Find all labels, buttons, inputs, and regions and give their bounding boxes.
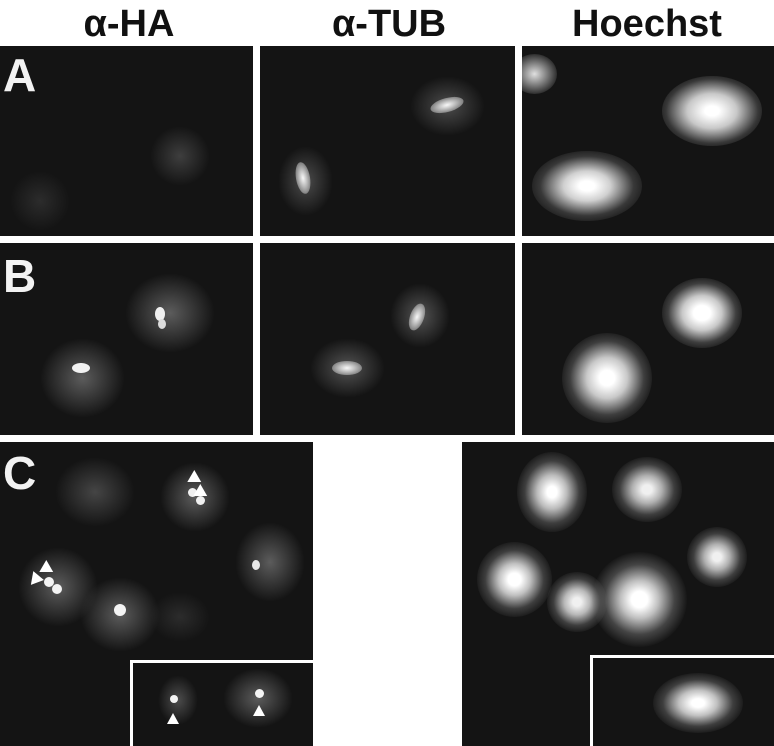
nucleus	[662, 76, 762, 146]
cell-speckled	[160, 462, 230, 532]
centrosome-dot	[72, 363, 90, 373]
nucleus-edge	[522, 54, 557, 94]
nucleus	[532, 151, 642, 221]
centrosome-dot	[155, 307, 165, 321]
panel-c-hoechst	[462, 442, 774, 746]
nucleus	[562, 333, 652, 423]
arrowhead-icon	[253, 705, 265, 716]
nucleus	[477, 542, 552, 617]
panel-label-c: C	[3, 447, 37, 499]
centrosome-dot	[255, 689, 264, 698]
centrosome-dot	[196, 496, 205, 505]
panel-a-tub	[260, 46, 515, 236]
centrosome-dot	[188, 488, 197, 497]
panel-b-hoechst	[522, 243, 774, 435]
inset-c-hoechst	[590, 655, 774, 746]
spindle	[332, 361, 362, 375]
cell-speckled	[235, 522, 305, 602]
cell-speckled	[223, 668, 293, 728]
panel-b-tub	[260, 243, 515, 435]
cell-speckled	[150, 592, 210, 642]
cell-faint	[10, 171, 70, 231]
centrosome-dot	[170, 695, 178, 703]
nucleus	[662, 278, 742, 348]
nucleus	[592, 552, 687, 647]
centrosome-dot	[252, 560, 260, 570]
column-title-ha: α-HA	[83, 3, 175, 45]
cell-speckled	[40, 338, 125, 418]
panel-a-hoechst	[522, 46, 774, 236]
panel-c-ha: C	[0, 442, 313, 746]
panel-label-b: B	[3, 250, 37, 302]
cell-speckled	[55, 457, 135, 527]
centrosome-dot	[158, 319, 166, 329]
panel-label-a: A	[3, 49, 37, 101]
cell-faint	[150, 126, 210, 186]
panel-a-ha: A	[0, 46, 253, 236]
centrosome-dot	[114, 604, 126, 616]
centrosome-dot	[52, 584, 62, 594]
inset-c-ha	[130, 660, 313, 746]
nucleus	[687, 527, 747, 587]
column-title-tub: α-TUB	[331, 3, 447, 45]
column-title-hoechst: Hoechst	[572, 3, 722, 45]
nucleus	[612, 457, 682, 522]
cell-speckled	[125, 273, 215, 353]
nucleus	[517, 452, 587, 532]
nucleus	[653, 673, 743, 733]
panel-b-ha: B	[0, 243, 253, 435]
arrowhead-icon	[167, 713, 179, 724]
centrosome-dot	[44, 577, 54, 587]
